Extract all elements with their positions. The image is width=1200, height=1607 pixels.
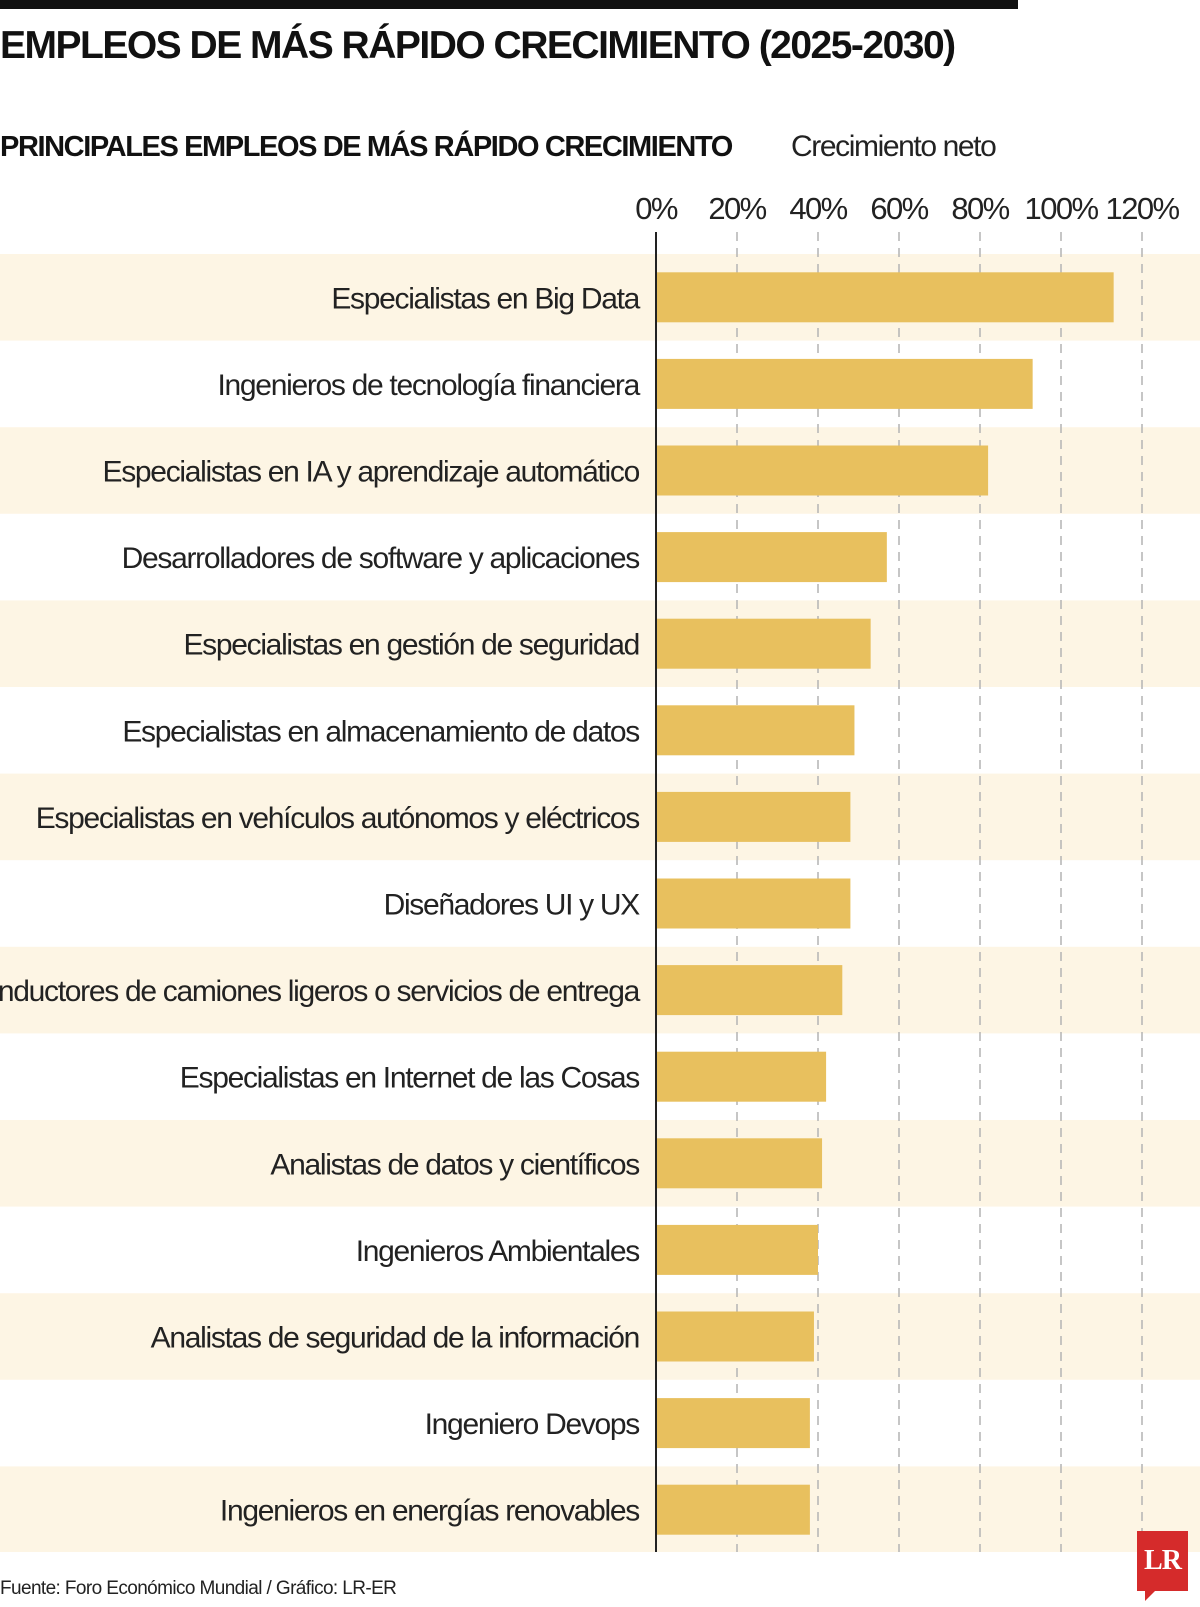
- category-label: Ingenieros en energías renovables: [220, 1495, 639, 1528]
- row-band: [0, 1120, 1200, 1207]
- bar: [656, 532, 887, 583]
- category-label: Ingenieros de tecnología financiera: [218, 369, 641, 402]
- bar: [656, 445, 989, 496]
- category-label: Ingenieros Ambientales: [356, 1235, 640, 1268]
- bar: [656, 1311, 814, 1362]
- bar: [656, 705, 855, 756]
- row-band: [0, 946, 1200, 1034]
- bar: [656, 618, 871, 669]
- bar: [656, 791, 851, 842]
- bar: [656, 1398, 810, 1449]
- row-bands: [0, 254, 1200, 1552]
- chart-subtitle: PRINCIPALES EMPLEOS DE MÁS RÁPIDO CRECIM…: [0, 131, 733, 163]
- category-label: Especialistas en Big Data: [331, 282, 640, 315]
- category-label: Especialistas en almacenamiento de datos: [122, 715, 639, 748]
- x-tick-label: 0%: [635, 191, 678, 226]
- category-label: Conductores de camiones ligeros o servic…: [0, 975, 641, 1008]
- category-label: Ingeniero Devops: [425, 1408, 640, 1441]
- category-label: Diseñadores UI y UX: [384, 889, 641, 922]
- bar: [656, 272, 1114, 323]
- title-rule: [0, 0, 1018, 9]
- x-tick-label: 100%: [1025, 191, 1099, 226]
- bar: [656, 1224, 818, 1275]
- x-tick-label: 120%: [1106, 191, 1180, 226]
- bar: [656, 358, 1033, 409]
- row-band: [0, 1466, 1200, 1552]
- category-label: Especialistas en vehículos autónomos y e…: [36, 802, 640, 835]
- category-labels: Especialistas en Big Data Ingenieros de t…: [0, 282, 642, 1528]
- bar: [656, 965, 843, 1016]
- x-axis-title: Crecimiento neto: [791, 130, 997, 163]
- row-band: [0, 427, 1200, 514]
- page-title: EMPLEOS DE MÁS RÁPIDO CRECIMIENTO (2025-…: [0, 24, 956, 67]
- bar-chart: 0% 20% 40% 60% 80% 100% 120% Especialistas en …: [0, 191, 1200, 1552]
- category-label: Analistas de seguridad de la información: [151, 1322, 639, 1355]
- category-label: Especialistas en IA y aprendizaje automá…: [103, 456, 640, 489]
- category-label: Especialistas en Internet de las Cosas: [180, 1062, 640, 1095]
- bars: [656, 272, 1114, 1535]
- row-band: [0, 600, 1200, 687]
- category-label: Desarrolladores de software y aplicacion…: [122, 542, 640, 575]
- x-tick-label: 80%: [951, 191, 1009, 226]
- lr-logo: LR: [1137, 1531, 1188, 1601]
- bar: [656, 878, 851, 929]
- row-band: [0, 773, 1200, 861]
- x-tick-label: 20%: [708, 191, 766, 226]
- bar: [656, 1138, 823, 1189]
- row-band: [0, 1293, 1200, 1380]
- bar: [656, 1484, 810, 1535]
- x-tick-label: 60%: [870, 191, 928, 226]
- category-label: Analistas de datos y científicos: [270, 1148, 639, 1181]
- bar: [656, 1051, 827, 1102]
- x-axis-ticks: 0% 20% 40% 60% 80% 100% 120%: [635, 191, 1181, 226]
- category-label: Especialistas en gestión de seguridad: [183, 629, 639, 662]
- source-note: Fuente: Foro Económico Mundial / Gráfico…: [0, 1578, 397, 1599]
- x-tick-label: 40%: [789, 191, 847, 226]
